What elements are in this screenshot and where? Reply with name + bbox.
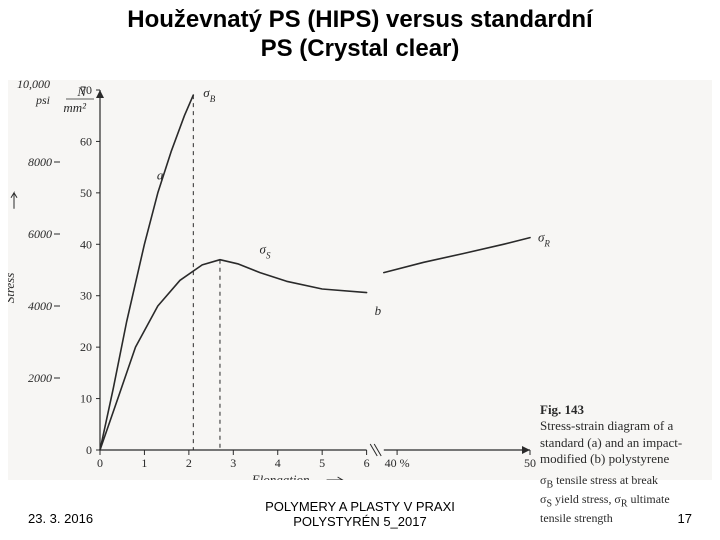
footer-page-no: 17 (678, 511, 692, 526)
svg-text:10,000: 10,000 (17, 80, 50, 91)
figure-caption-text: Stress-strain diagram of a standard (a) … (540, 418, 700, 467)
svg-text:10: 10 (80, 392, 92, 406)
svg-text:b: b (375, 303, 382, 318)
footer-center-l2: POLYSTYRÉN 5_2017 (293, 514, 426, 529)
svg-text:2: 2 (186, 456, 192, 470)
svg-text:50: 50 (80, 186, 92, 200)
svg-text:mm²: mm² (63, 100, 87, 115)
footer-center-l1: POLYMERY A PLASTY V PRAXI (265, 499, 455, 514)
svg-text:psi: psi (35, 93, 50, 107)
svg-text:Stress: Stress (8, 273, 17, 304)
svg-text:3: 3 (230, 456, 236, 470)
title-line2: PS (Crystal clear) (261, 35, 460, 62)
svg-text:1: 1 (141, 456, 147, 470)
title-line1: Houževnatý PS (HIPS) versus standardní (127, 6, 592, 33)
svg-text:Elongation: Elongation (251, 472, 310, 480)
svg-text:40 %: 40 % (385, 456, 410, 470)
svg-text:a: a (157, 167, 164, 182)
slide-title: Houževnatý PS (HIPS) versus standardní P… (0, 6, 720, 64)
svg-text:σB: σB (203, 85, 215, 104)
footer-center: POLYMERY A PLASTY V PRAXI POLYSTYRÉN 5_2… (0, 499, 720, 530)
svg-text:4: 4 (275, 456, 281, 470)
svg-text:20: 20 (80, 340, 92, 354)
svg-text:N: N (76, 84, 87, 99)
svg-text:σS: σS (260, 242, 271, 261)
svg-text:0: 0 (86, 443, 92, 457)
svg-text:6000: 6000 (28, 227, 52, 241)
svg-text:6: 6 (364, 456, 370, 470)
svg-text:8000: 8000 (28, 155, 52, 169)
svg-text:40: 40 (80, 237, 92, 251)
svg-text:30: 30 (80, 289, 92, 303)
svg-text:5: 5 (319, 456, 325, 470)
svg-text:σR: σR (538, 230, 550, 249)
svg-text:2000: 2000 (28, 371, 52, 385)
svg-text:50: 50 (524, 456, 536, 470)
svg-text:60: 60 (80, 134, 92, 148)
def-sigma-b: σB tensile stress at break (540, 473, 700, 492)
svg-text:0: 0 (97, 456, 103, 470)
figure: 012345640 %50Elongation010203040506070Nm… (8, 80, 712, 480)
svg-text:4000: 4000 (28, 299, 52, 313)
figure-number: Fig. 143 (540, 402, 584, 417)
